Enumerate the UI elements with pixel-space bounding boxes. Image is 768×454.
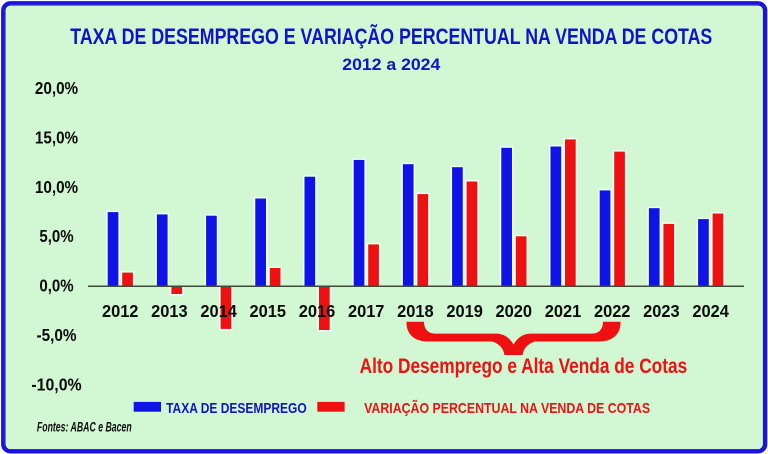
svg-text:2013: 2013 <box>151 301 188 321</box>
svg-text:2018: 2018 <box>397 301 434 321</box>
svg-text:2014: 2014 <box>200 301 237 321</box>
svg-text:TAXA DE DESEMPREGO: TAXA DE DESEMPREGO <box>166 401 307 417</box>
svg-text:TAXA DE DESEMPREGO E VARIAÇÃO: TAXA DE DESEMPREGO E VARIAÇÃO PERCENTUAL… <box>70 24 712 49</box>
svg-text:-10,0%: -10,0% <box>31 374 81 394</box>
svg-text:5,0%: 5,0% <box>39 226 73 246</box>
svg-text:2012 a 2024: 2012 a 2024 <box>342 55 441 74</box>
svg-text:2017: 2017 <box>348 301 385 321</box>
svg-text:2012: 2012 <box>102 301 139 321</box>
svg-text:2019: 2019 <box>446 301 483 321</box>
svg-text:2023: 2023 <box>643 301 680 321</box>
svg-text:Fontes: ABAC e Bacen: Fontes: ABAC e Bacen <box>37 420 132 435</box>
svg-text:20,0%: 20,0% <box>35 78 78 98</box>
svg-text:2021: 2021 <box>545 301 582 321</box>
svg-text:VARIAÇÃO PERCENTUAL NA VENDA D: VARIAÇÃO PERCENTUAL NA VENDA DE COTAS <box>364 399 650 417</box>
svg-text:-5,0%: -5,0% <box>37 325 77 345</box>
svg-text:2016: 2016 <box>299 301 336 321</box>
svg-text:15,0%: 15,0% <box>35 127 78 147</box>
svg-text:0,0%: 0,0% <box>39 276 73 296</box>
svg-text:2022: 2022 <box>594 301 631 321</box>
svg-text:Alto Desemprego e Alta Venda d: Alto Desemprego e Alta Venda de Cotas <box>360 355 688 378</box>
svg-text:2015: 2015 <box>250 301 287 321</box>
svg-text:2024: 2024 <box>692 301 729 321</box>
svg-text:10,0%: 10,0% <box>35 177 78 197</box>
svg-text:2020: 2020 <box>496 301 533 321</box>
